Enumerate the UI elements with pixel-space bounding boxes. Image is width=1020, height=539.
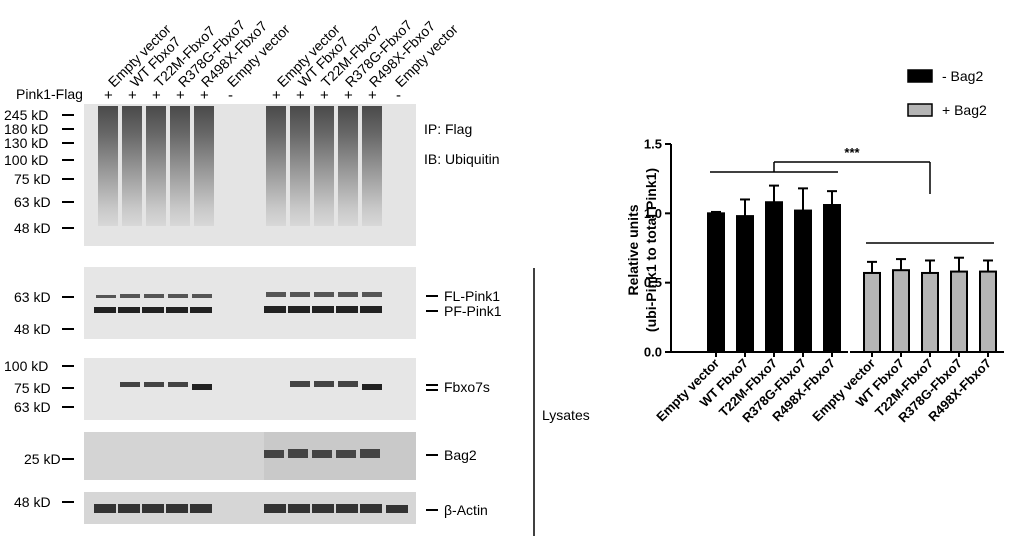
sign-lane-8: + xyxy=(296,87,305,104)
pf-pink1-label: PF-Pink1 xyxy=(444,303,502,319)
ib-ubiquitin-label: IB: Ubiquitin xyxy=(424,151,499,167)
sign-lane-3: + xyxy=(152,87,161,104)
ip-marker-100: 100 kD xyxy=(4,152,48,168)
ip-marker-48: 48 kD xyxy=(14,220,51,236)
chart-legend: - Bag2 + Bag2 xyxy=(907,68,987,118)
bar-minus-bag2-4 xyxy=(823,204,841,353)
sign-lane-10: + xyxy=(344,87,353,104)
western-blot-panel: Empty vector WT Fbxo7 T22M-Fbxo7 R378G-F… xyxy=(4,16,590,536)
sign-lane-7: + xyxy=(272,87,281,104)
bar-plus-bag2-2 xyxy=(921,271,939,353)
sign-lane-9: + xyxy=(320,87,329,104)
y-axis-label-line1: Relative units xyxy=(625,204,641,295)
ip-marker-130: 130 kD xyxy=(4,135,48,151)
ip-marker-75: 75 kD xyxy=(14,171,51,187)
sign-lane-12: - xyxy=(396,87,401,104)
fl-pink1-label: FL-Pink1 xyxy=(444,288,500,304)
lane-labels: Empty vector WT Fbxo7 T22M-Fbxo7 R378G-F… xyxy=(105,16,461,90)
sign-lane-2: + xyxy=(128,87,137,104)
bar-minus-bag2-3 xyxy=(794,209,812,353)
fbxo7-marker-63: 63 kD xyxy=(14,399,51,415)
bar-minus-bag2-0 xyxy=(707,212,725,353)
ip-smear-lanes xyxy=(98,106,382,226)
pink1-marker-63: 63 kD xyxy=(14,289,51,305)
legend-swatch-0 xyxy=(907,69,933,83)
bar-minus-bag2-1 xyxy=(736,215,754,353)
bar-plus-bag2-3 xyxy=(950,270,968,353)
actin-band-label: β-Actin xyxy=(444,502,488,518)
bar-plus-bag2-0 xyxy=(863,271,881,353)
fbxo7s-label: Fbxo7s xyxy=(444,379,490,395)
legend-label-1: + Bag2 xyxy=(942,102,987,118)
actin-blot: 48 kD β-Actin xyxy=(14,492,488,524)
y-axis-label-line2: (ubi-Pink1 to total Pink1) xyxy=(643,168,659,332)
fbxo7-blot: 100 kD 75 kD 63 kD Fbxo7s xyxy=(4,358,490,420)
bag2-blot: 25 kD Bag2 xyxy=(24,432,477,480)
ip-marker-245: 245 kD xyxy=(4,107,48,123)
fbxo7-membrane xyxy=(84,358,416,420)
sign-lane-1: + xyxy=(104,87,113,104)
pink1-signs: + + + + + - + + + + + - xyxy=(104,87,401,104)
sign-lane-6: - xyxy=(228,87,233,104)
ip-marker-180: 180 kD xyxy=(4,121,48,137)
y-tick-label-3: 1.5 xyxy=(644,137,662,152)
significance-stars: *** xyxy=(844,145,860,160)
pink1-lysate-blot: 63 kD 48 kD FL-Pink1 PF-Pink1 xyxy=(14,267,502,339)
bar-plus-bag2-4 xyxy=(979,270,997,353)
y-tick-label-2: 1.0 xyxy=(644,206,662,221)
pink1-flag-label: Pink1-Flag xyxy=(16,86,83,102)
ip-flag-label: IP: Flag xyxy=(424,121,472,137)
y-tick-label-0: 0.0 xyxy=(644,345,662,360)
lysates-label: Lysates xyxy=(542,407,590,423)
chart-bars xyxy=(707,184,997,354)
sign-lane-4: + xyxy=(176,87,185,104)
ip-markers: 245 kD 180 kD 130 kD 100 kD 75 kD 63 kD … xyxy=(4,107,74,236)
bar-minus-bag2-2 xyxy=(765,201,783,353)
sign-lane-5: + xyxy=(200,87,209,104)
y-tick-label-1: 0.5 xyxy=(644,275,662,290)
legend-swatch-1 xyxy=(907,103,933,117)
fbxo7-marker-75: 75 kD xyxy=(14,380,51,396)
bar-plus-bag2-1 xyxy=(892,269,910,354)
fbxo7-marker-100: 100 kD xyxy=(4,358,48,374)
ip-marker-63: 63 kD xyxy=(14,194,51,210)
bag2-band-label: Bag2 xyxy=(444,447,477,463)
significance-annotation: *** xyxy=(710,145,994,244)
pink1-marker-48: 48 kD xyxy=(14,321,51,337)
actin-marker-48: 48 kD xyxy=(14,494,51,510)
pink1-membrane xyxy=(84,267,416,339)
legend-label-0: - Bag2 xyxy=(942,68,983,84)
bag2-marker-25: 25 kD xyxy=(24,451,61,467)
ip-ubiquitin-blot: 245 kD 180 kD 130 kD 100 kD 75 kD 63 kD … xyxy=(4,104,499,246)
sign-lane-11: + xyxy=(368,87,377,104)
